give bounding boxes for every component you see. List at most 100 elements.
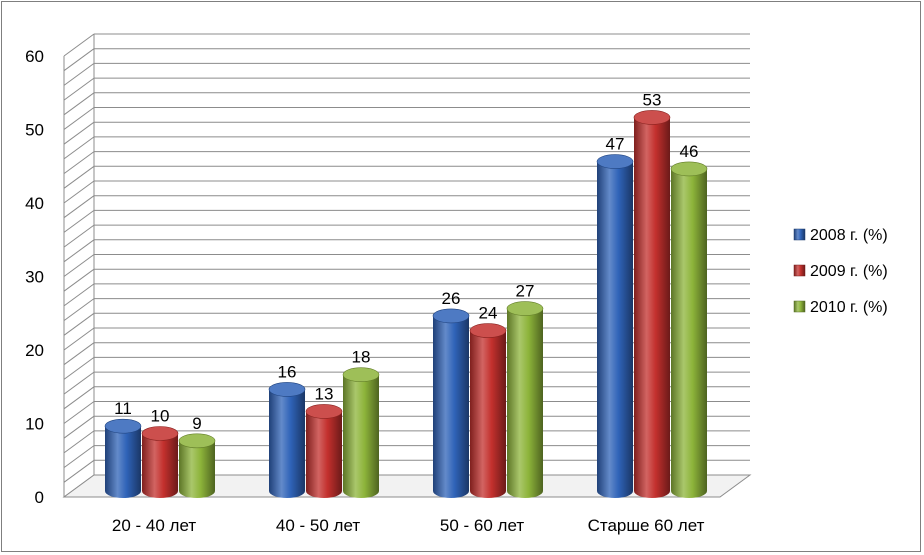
- legend-entry: 2010 г. (%): [793, 299, 888, 316]
- gridline-side: [63, 165, 95, 189]
- legend-entry: 2009 г. (%): [793, 263, 888, 280]
- gridline-side: [63, 298, 95, 322]
- gridline-side: [63, 312, 95, 336]
- bar-0-0: [104, 418, 142, 498]
- bar-top: [178, 433, 216, 449]
- bar-top: [432, 308, 470, 324]
- bar-top: [268, 382, 306, 397]
- bar-top: [633, 110, 671, 125]
- data-label: 26: [442, 289, 461, 308]
- bar-0-3: [596, 154, 634, 499]
- labels-layer: 0 10 20 30 40 50 60 11 10 9 20 - 40 лет 16 13 18 40 - …: [25, 47, 705, 535]
- chart-floor: [62, 474, 752, 498]
- data-label: 27: [516, 282, 535, 301]
- bars-layer: [104, 110, 708, 499]
- data-label: 13: [315, 384, 334, 403]
- bar-body: [306, 411, 342, 498]
- data-label: 18: [352, 348, 371, 367]
- gridline-side: [63, 371, 95, 395]
- data-label: 24: [479, 304, 498, 323]
- bar-2-0: [178, 433, 216, 498]
- bar-2-2: [506, 301, 544, 498]
- y-tick-label: 50: [25, 121, 44, 140]
- x-tick-label: 20 - 40 лет: [112, 516, 196, 535]
- gridline-side: [63, 121, 95, 145]
- data-label: 47: [606, 135, 625, 154]
- gridline-side: [63, 180, 95, 204]
- legend-swatch: [793, 264, 806, 277]
- bar-top: [596, 154, 634, 169]
- bar-top: [342, 367, 380, 383]
- gridline-side: [63, 77, 95, 101]
- bar-1-0: [141, 426, 179, 498]
- gridline-side: [63, 415, 95, 439]
- gridline-side: [63, 327, 95, 351]
- bar-1-2: [469, 323, 507, 498]
- bar-top: [469, 323, 507, 338]
- bar-top: [670, 161, 708, 177]
- gridline-side: [63, 356, 95, 380]
- gridline-side: [63, 224, 95, 248]
- gridline-side: [63, 151, 95, 175]
- y-tick-label: 40: [25, 194, 44, 213]
- bar-body: [142, 433, 178, 498]
- bar-0-1: [268, 382, 306, 498]
- gridline-side: [63, 401, 95, 424]
- x-tick-label: Старше 60 лет: [588, 516, 705, 535]
- gridline-side: [63, 209, 95, 233]
- gridline-side: [63, 254, 95, 277]
- bar-top: [506, 301, 544, 316]
- bar-1-3: [633, 110, 671, 498]
- gridline-side: [63, 62, 95, 86]
- bar-body: [343, 374, 379, 498]
- y-tick-label: 30: [25, 268, 44, 287]
- bar-body: [597, 161, 633, 499]
- bar-body: [634, 117, 670, 498]
- gridline-side: [63, 33, 95, 57]
- data-label: 11: [114, 399, 132, 418]
- gridline-side: [63, 342, 95, 366]
- bar-body: [179, 440, 215, 498]
- legend-entry: 2008 г. (%): [793, 227, 888, 244]
- legend-swatch: [793, 228, 806, 241]
- grid-layer: [62, 33, 752, 498]
- gridline-side: [63, 107, 95, 130]
- bar-1-1: [305, 404, 343, 498]
- gridline-side: [63, 430, 95, 454]
- bar-0-2: [432, 308, 470, 498]
- gridline-side: [63, 48, 95, 72]
- legend-label: 2009 г. (%): [810, 263, 888, 280]
- y-tick-label: 60: [25, 47, 44, 66]
- legend: 2008 г. (%) 2009 г. (%) 2010 г. (%): [793, 227, 888, 316]
- gridline-side: [63, 445, 95, 469]
- data-label: 46: [680, 142, 699, 161]
- gridline-side: [63, 195, 95, 219]
- bar-2-3: [670, 161, 708, 498]
- bar-body: [105, 426, 141, 498]
- legend-label: 2008 г. (%): [810, 227, 888, 244]
- y-tick-label: 0: [35, 488, 44, 507]
- bar-2-1: [342, 367, 380, 498]
- data-label: 53: [643, 90, 662, 109]
- x-tick-label: 50 - 60 лет: [440, 516, 524, 535]
- gridline-side: [63, 239, 95, 263]
- data-label: 10: [151, 407, 170, 426]
- gridline-side: [63, 386, 95, 410]
- bar-body: [671, 168, 707, 498]
- y-tick-label: 10: [25, 415, 44, 434]
- data-label: 9: [192, 414, 201, 433]
- bar-top: [305, 404, 343, 419]
- bar-body: [269, 389, 305, 498]
- gridline-side: [63, 268, 95, 292]
- bar-top: [141, 426, 179, 441]
- gridline-side: [63, 283, 95, 307]
- legend-swatch: [793, 300, 806, 313]
- bar-body: [433, 315, 469, 498]
- gridline-side: [63, 92, 95, 116]
- gridline-side: [63, 136, 95, 160]
- y-tick-label: 20: [25, 341, 44, 360]
- bar-top: [104, 418, 142, 434]
- gridline-side: [63, 459, 95, 483]
- legend-label: 2010 г. (%): [810, 299, 888, 316]
